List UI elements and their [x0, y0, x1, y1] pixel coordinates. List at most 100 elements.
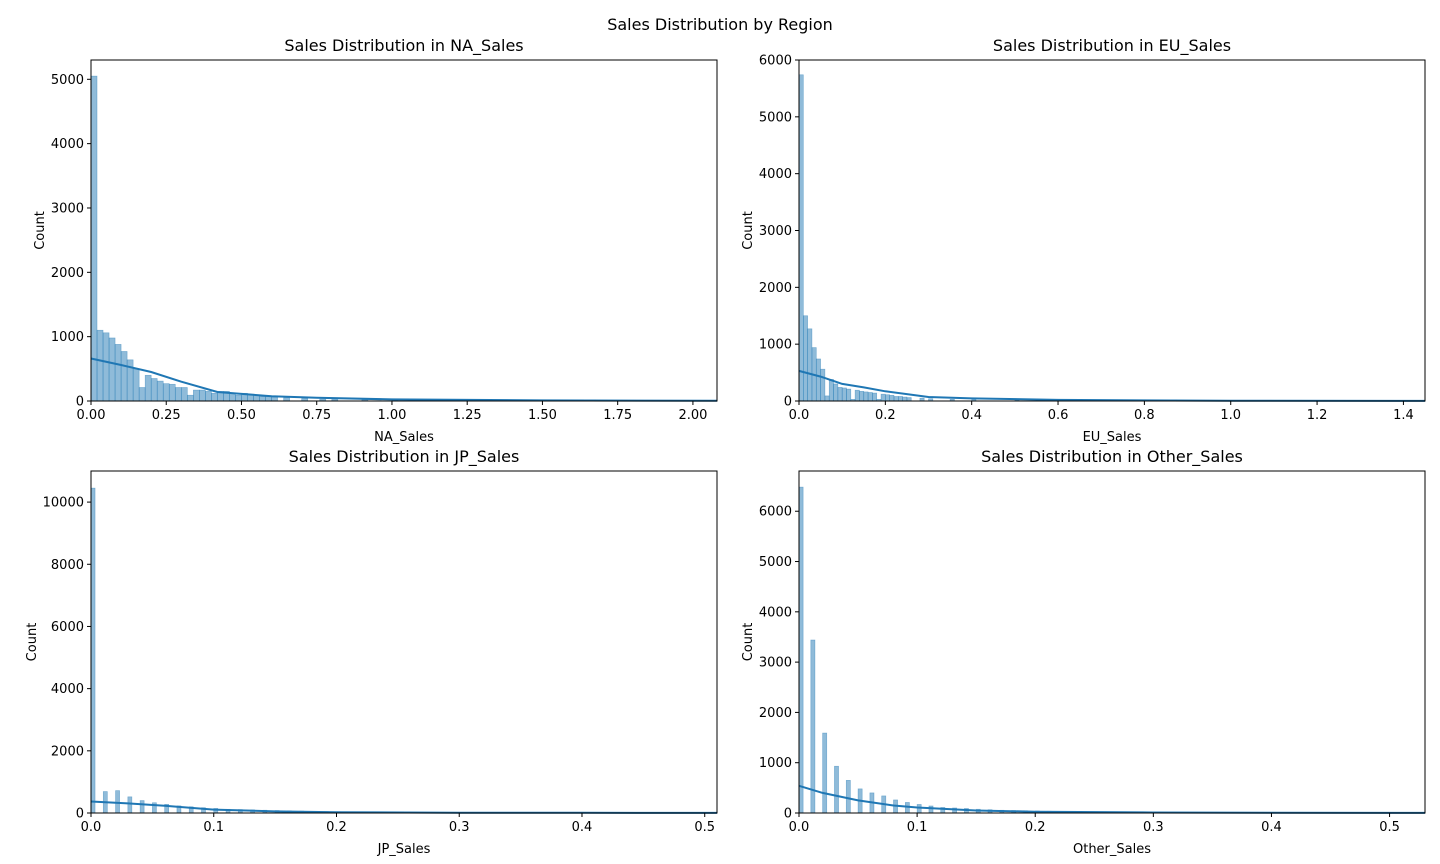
histogram-bar — [90, 75, 98, 402]
x-tick-label: 0.0 — [81, 820, 102, 835]
subplots: 0.00 0.25 0.50 0.75 1.00 1.25 1.50 1.75 2.000100… — [25, 36, 1426, 857]
x-tick-label: 0.5 — [1379, 820, 1400, 835]
histogram-bar — [235, 394, 242, 402]
x-tick-label: 0.4 — [1261, 820, 1282, 835]
y-tick-label: 5000 — [759, 555, 792, 570]
histogram-bar — [265, 396, 272, 402]
histogram-bar — [259, 396, 266, 402]
y-tick-label: 0 — [784, 807, 792, 822]
y-tick-label: 5000 — [759, 110, 792, 125]
histogram-bar — [271, 396, 278, 402]
subplot-title: Sales Distribution in JP_Sales — [289, 447, 520, 467]
x-tick-label: 0.6 — [1048, 408, 1069, 423]
histogram-bar — [108, 337, 116, 402]
x-tick-label: 1.75 — [603, 408, 632, 423]
x-tick-label: 0.1 — [203, 820, 224, 835]
y-tick-label: 0 — [76, 807, 84, 822]
y-tick-label: 4000 — [759, 167, 792, 182]
y-tick-label: 0 — [784, 395, 792, 410]
kde-line — [90, 357, 718, 402]
x-tick-label: 2.00 — [678, 408, 707, 423]
histogram-bar — [96, 329, 104, 402]
y-axis-label: Count — [33, 211, 48, 250]
x-tick-label: 1.4 — [1393, 408, 1414, 423]
y-tick-label: 3000 — [759, 656, 792, 671]
y-tick-label: 1000 — [51, 330, 84, 345]
histogram-bar — [820, 368, 826, 402]
histogram-bar — [841, 387, 847, 402]
histogram-bar — [132, 368, 140, 402]
subplot-title: Sales Distribution in EU_Sales — [993, 36, 1231, 56]
histogram-bar — [180, 387, 188, 402]
x-tick-label: 0.0 — [789, 820, 810, 835]
histogram-bar — [193, 389, 200, 402]
histogram-bar — [863, 391, 869, 402]
histogram-bar — [168, 383, 176, 402]
histogram-bar — [902, 396, 908, 402]
histogram-bar — [824, 395, 830, 402]
histogram-bar — [822, 732, 828, 814]
figure-title: Sales Distribution by Region — [607, 15, 833, 34]
histogram-bar — [897, 396, 903, 402]
y-tick-label: 5000 — [51, 73, 84, 88]
x-tick-label: 0.00 — [77, 408, 106, 423]
histogram-bar — [120, 351, 128, 402]
histogram-bar — [114, 344, 122, 402]
histogram-bar — [798, 74, 804, 402]
histogram-bar — [854, 389, 860, 402]
histogram-bar — [102, 332, 110, 402]
histogram-bar — [828, 379, 834, 402]
histogram-bar — [174, 387, 182, 402]
y-tick-label: 2000 — [759, 281, 792, 296]
subplot-2: 0.0 0.2 0.4 0.6 0.8 1.0 1.2 1.4 0 1000 2000 3000 400… — [741, 36, 1426, 445]
y-tick-label: 3000 — [51, 201, 84, 216]
histogram-bar — [803, 315, 808, 402]
x-tick-label: 0.4 — [572, 820, 593, 835]
histogram-bar — [885, 394, 890, 402]
x-tick-label: 0.25 — [152, 408, 181, 423]
histogram-bar — [846, 388, 852, 402]
histogram-bar — [837, 387, 843, 402]
x-tick-label: 1.00 — [377, 408, 406, 423]
y-tick-label: 2000 — [759, 706, 792, 721]
axes-frame — [798, 59, 1426, 402]
y-tick-label: 6000 — [51, 620, 84, 635]
x-tick-label: 0.75 — [302, 408, 331, 423]
histogram-bar — [880, 393, 886, 402]
axes-frame — [798, 470, 1426, 814]
axes-frame — [90, 59, 718, 402]
histogram-bar — [144, 374, 152, 402]
subplot-1: 0.00 0.25 0.50 0.75 1.00 1.25 1.50 1.75 2.00 0 100… — [33, 36, 718, 445]
histogram-bar — [893, 396, 899, 402]
kde-line — [798, 784, 1426, 814]
y-tick-label: 4000 — [759, 605, 792, 620]
x-tick-label: 0.3 — [1143, 820, 1164, 835]
histogram-bar — [834, 765, 839, 814]
y-axis-label: Count — [741, 623, 756, 662]
y-axis-label: Count — [741, 211, 756, 250]
histogram-bar — [138, 387, 146, 402]
x-axis-label: Other_Sales — [1073, 842, 1151, 857]
y-tick-label: 4000 — [51, 682, 84, 697]
histogram-bar — [833, 383, 839, 402]
histogram-bar — [798, 486, 804, 814]
histogram-bar — [906, 397, 912, 402]
x-tick-label: 0.3 — [449, 820, 470, 835]
histogram-bar — [889, 395, 895, 402]
histogram-bar — [187, 394, 194, 402]
x-tick-label: 0.0 — [789, 408, 810, 423]
x-tick-label: 0.50 — [227, 408, 256, 423]
subplot-4: 0.0 0.1 0.2 0.3 0.4 0.5 0 1000 2000 3000 4000 5000 6… — [741, 447, 1426, 857]
y-axis-label: Count — [25, 623, 40, 662]
histogram-bar — [916, 804, 922, 814]
axes-frame — [90, 470, 718, 814]
y-tick-label: 8000 — [51, 558, 84, 573]
histogram-bar — [199, 389, 206, 402]
x-tick-label: 0.2 — [326, 820, 347, 835]
histogram-bar — [810, 639, 816, 814]
x-axis-label: NA_Sales — [374, 430, 434, 445]
histogram-bar — [807, 328, 813, 402]
histogram-bar — [205, 391, 212, 402]
histogram-bar — [150, 378, 158, 402]
